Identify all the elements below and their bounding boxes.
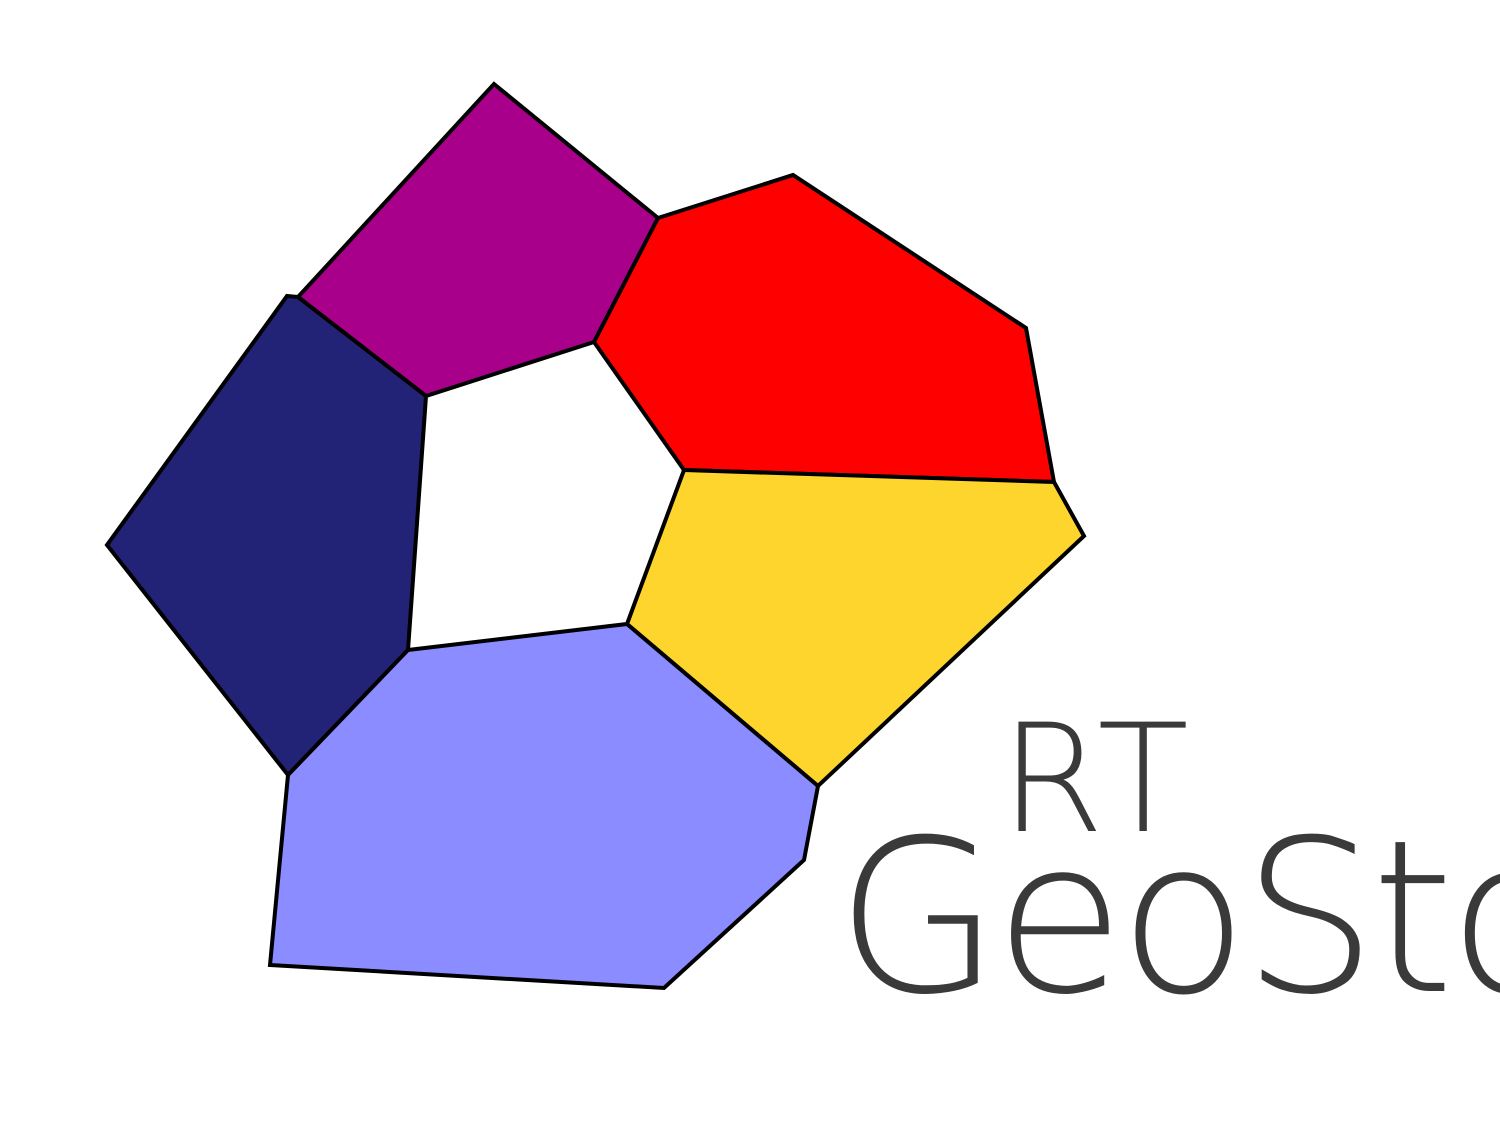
cell-periwinkle xyxy=(267,621,821,991)
cell-red xyxy=(591,172,1057,485)
logo-abbreviation: RT xyxy=(1000,693,1193,867)
logo-name: GeoSto xyxy=(836,794,1500,1041)
cell-yellow xyxy=(624,467,1087,789)
cell-purple xyxy=(295,81,661,399)
